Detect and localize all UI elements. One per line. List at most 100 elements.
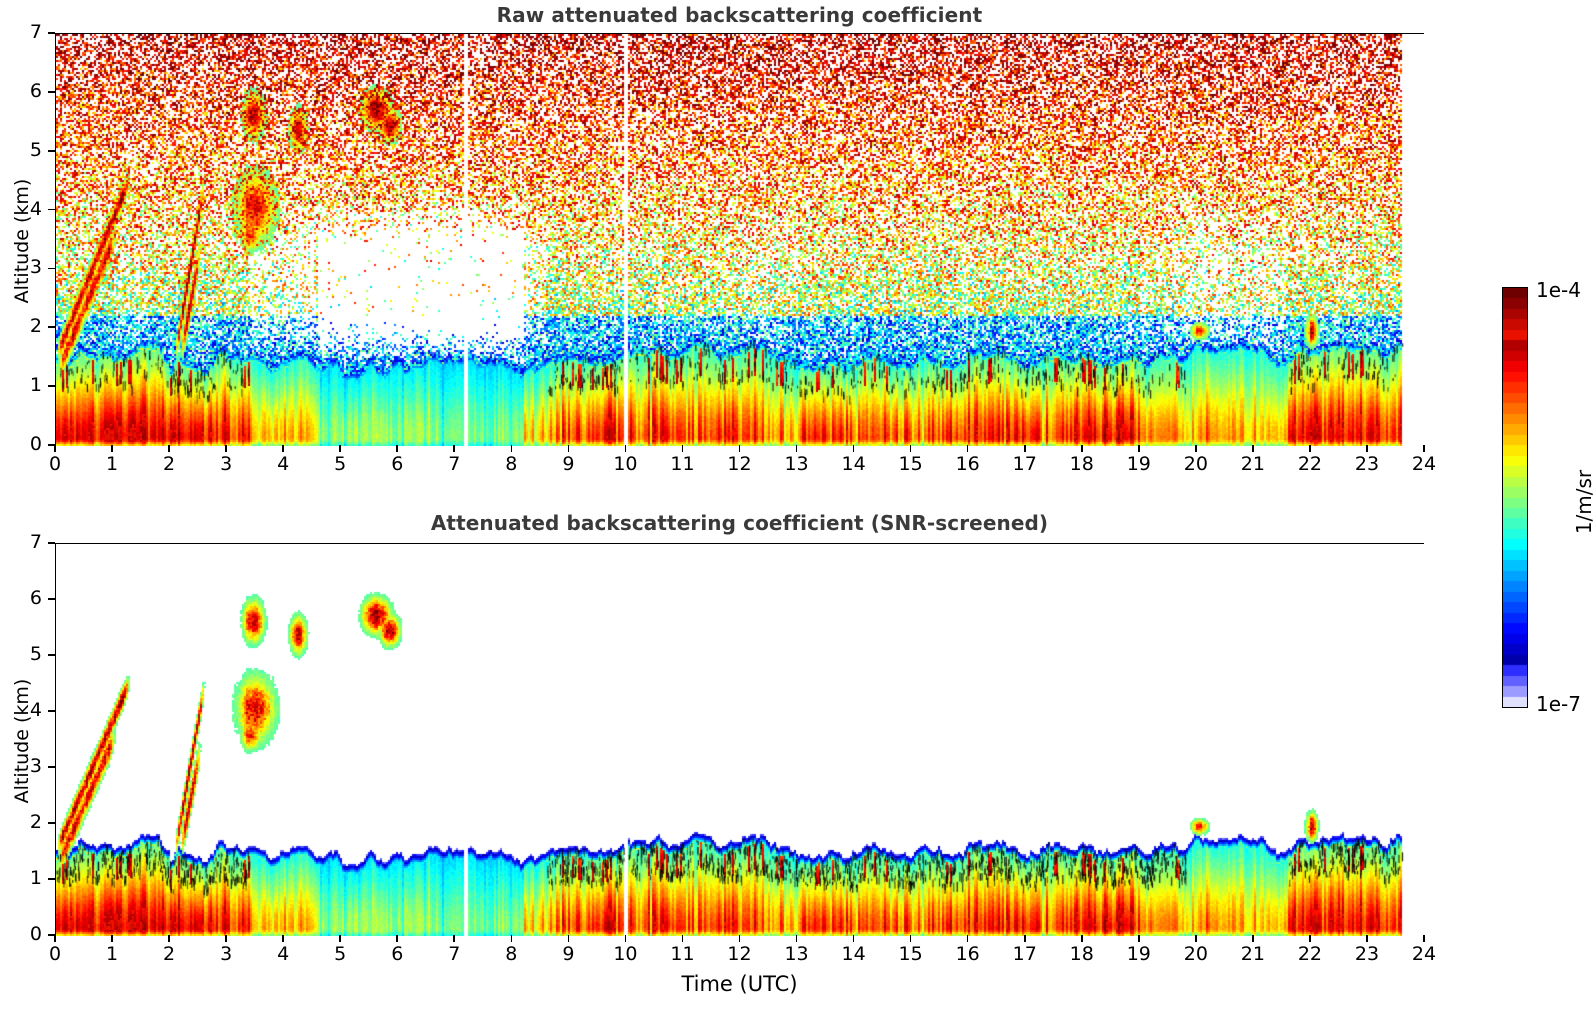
x-tick-label: 2	[163, 943, 176, 965]
y-tick	[48, 444, 55, 446]
x-tick	[1080, 445, 1083, 452]
panel-title-screened: Attenuated backscattering coefficient (S…	[430, 511, 1049, 535]
x-tick	[852, 935, 855, 942]
colorbar-max-label: 1e-4	[1536, 278, 1581, 302]
x-tick	[453, 935, 456, 942]
x-tick	[282, 935, 284, 942]
y-tick	[48, 878, 55, 880]
x-tick-label: 24	[1411, 453, 1437, 475]
x-tick	[966, 445, 969, 452]
x-tick	[339, 445, 341, 452]
x-tick-label: 5	[334, 453, 347, 475]
x-tick-label: 10	[613, 453, 638, 475]
x-tick	[681, 935, 684, 942]
x-tick	[111, 445, 113, 452]
y-tick	[48, 208, 55, 211]
x-tick-label: 18	[1069, 453, 1094, 475]
x-tick-label: 13	[784, 943, 809, 965]
x-tick-label: 6	[391, 453, 404, 475]
x-tick-label: 23	[1354, 943, 1380, 965]
y-tick	[48, 654, 55, 656]
x-tick-label: 5	[334, 943, 347, 965]
x-tick-label: 0	[48, 453, 62, 475]
plot-area-raw[interactable]	[55, 33, 1425, 446]
x-tick-label: 23	[1354, 453, 1380, 475]
x-tick	[738, 445, 741, 452]
x-tick-label: 17	[1012, 943, 1037, 965]
x-tick-label: 22	[1297, 943, 1322, 965]
plot-area-screened[interactable]	[55, 543, 1425, 936]
x-tick	[1080, 935, 1083, 942]
panel-title-raw: Raw attenuated backscattering coefficien…	[496, 3, 983, 27]
x-tick	[225, 935, 227, 942]
x-tick	[1366, 445, 1368, 452]
y-tick	[48, 822, 55, 824]
y-tick	[48, 91, 55, 93]
x-tick-label: 10	[613, 943, 638, 965]
x-tick-label: 13	[784, 453, 809, 475]
colorbar[interactable]	[1502, 287, 1528, 708]
y-tick-label: 0	[29, 923, 42, 945]
x-tick	[111, 935, 113, 942]
x-tick	[738, 935, 741, 942]
x-tick-label: 9	[562, 943, 575, 965]
x-tick-label: 12	[727, 943, 752, 965]
y-axis-label-screened: Altitude (km)	[11, 678, 33, 804]
x-tick	[1252, 445, 1254, 452]
x-tick	[54, 935, 56, 942]
x-tick-label: 0	[48, 943, 62, 965]
y-tick	[48, 766, 55, 768]
y-tick	[48, 149, 55, 152]
colorbar-units-label: 1/m/sr	[1572, 469, 1595, 535]
x-tick-label: 14	[841, 453, 866, 475]
x-tick	[1423, 935, 1425, 942]
x-tick-label: 4	[277, 943, 290, 965]
x-tick-label: 19	[1126, 453, 1151, 475]
y-tick-label: 6	[29, 79, 42, 102]
x-tick-label: 17	[1012, 453, 1037, 475]
x-tick	[795, 935, 798, 942]
x-tick-label: 12	[727, 453, 752, 475]
x-tick	[909, 445, 912, 452]
y-tick-label: 7	[29, 531, 42, 553]
x-axis-label: Time (UTC)	[681, 972, 798, 996]
x-tick	[339, 935, 341, 942]
x-tick	[453, 445, 456, 452]
x-tick	[1137, 935, 1140, 942]
x-tick-label: 24	[1411, 943, 1437, 965]
y-tick-label: 4	[29, 197, 42, 220]
x-tick	[795, 445, 798, 452]
x-tick	[852, 445, 855, 452]
x-tick-label: 18	[1069, 943, 1094, 965]
x-tick	[567, 445, 570, 452]
x-tick	[1023, 935, 1026, 942]
y-tick-label: 1	[29, 867, 42, 889]
x-tick-label: 2	[163, 453, 176, 475]
y-tick-label: 2	[29, 811, 42, 833]
heatmap-screened	[56, 544, 1425, 936]
y-tick-label: 2	[29, 315, 42, 338]
x-tick-label: 11	[670, 943, 695, 965]
x-tick-label: 20	[1183, 943, 1208, 965]
x-tick-label: 1	[105, 453, 119, 475]
y-tick-label: 1	[29, 374, 42, 397]
x-tick	[168, 445, 170, 452]
y-tick	[48, 32, 55, 34]
x-tick-label: 1	[105, 943, 119, 965]
x-tick	[966, 935, 969, 942]
x-tick	[1366, 935, 1368, 942]
y-tick-label: 7	[29, 21, 42, 43]
x-tick-label: 16	[955, 453, 980, 475]
y-tick-label: 4	[29, 699, 42, 721]
x-tick-label: 16	[955, 943, 980, 965]
x-tick-label: 21	[1240, 943, 1265, 965]
y-tick-label: 3	[29, 755, 42, 777]
x-tick-label: 6	[391, 943, 404, 965]
x-tick-label: 3	[220, 453, 233, 475]
x-tick-label: 9	[562, 453, 575, 475]
x-tick	[396, 445, 399, 452]
heatmap-raw	[56, 34, 1425, 446]
x-tick-label: 3	[220, 943, 233, 965]
x-tick	[1195, 445, 1197, 452]
